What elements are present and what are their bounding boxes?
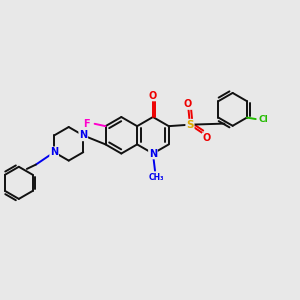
Text: O: O — [184, 99, 192, 109]
Text: N: N — [149, 148, 157, 158]
Text: CH₃: CH₃ — [149, 172, 164, 182]
Text: N: N — [50, 147, 58, 157]
Text: O: O — [202, 133, 211, 143]
Text: F: F — [83, 119, 90, 129]
Text: O: O — [149, 91, 157, 100]
Text: N: N — [79, 130, 87, 140]
Text: S: S — [186, 120, 194, 130]
Text: Cl: Cl — [259, 115, 268, 124]
